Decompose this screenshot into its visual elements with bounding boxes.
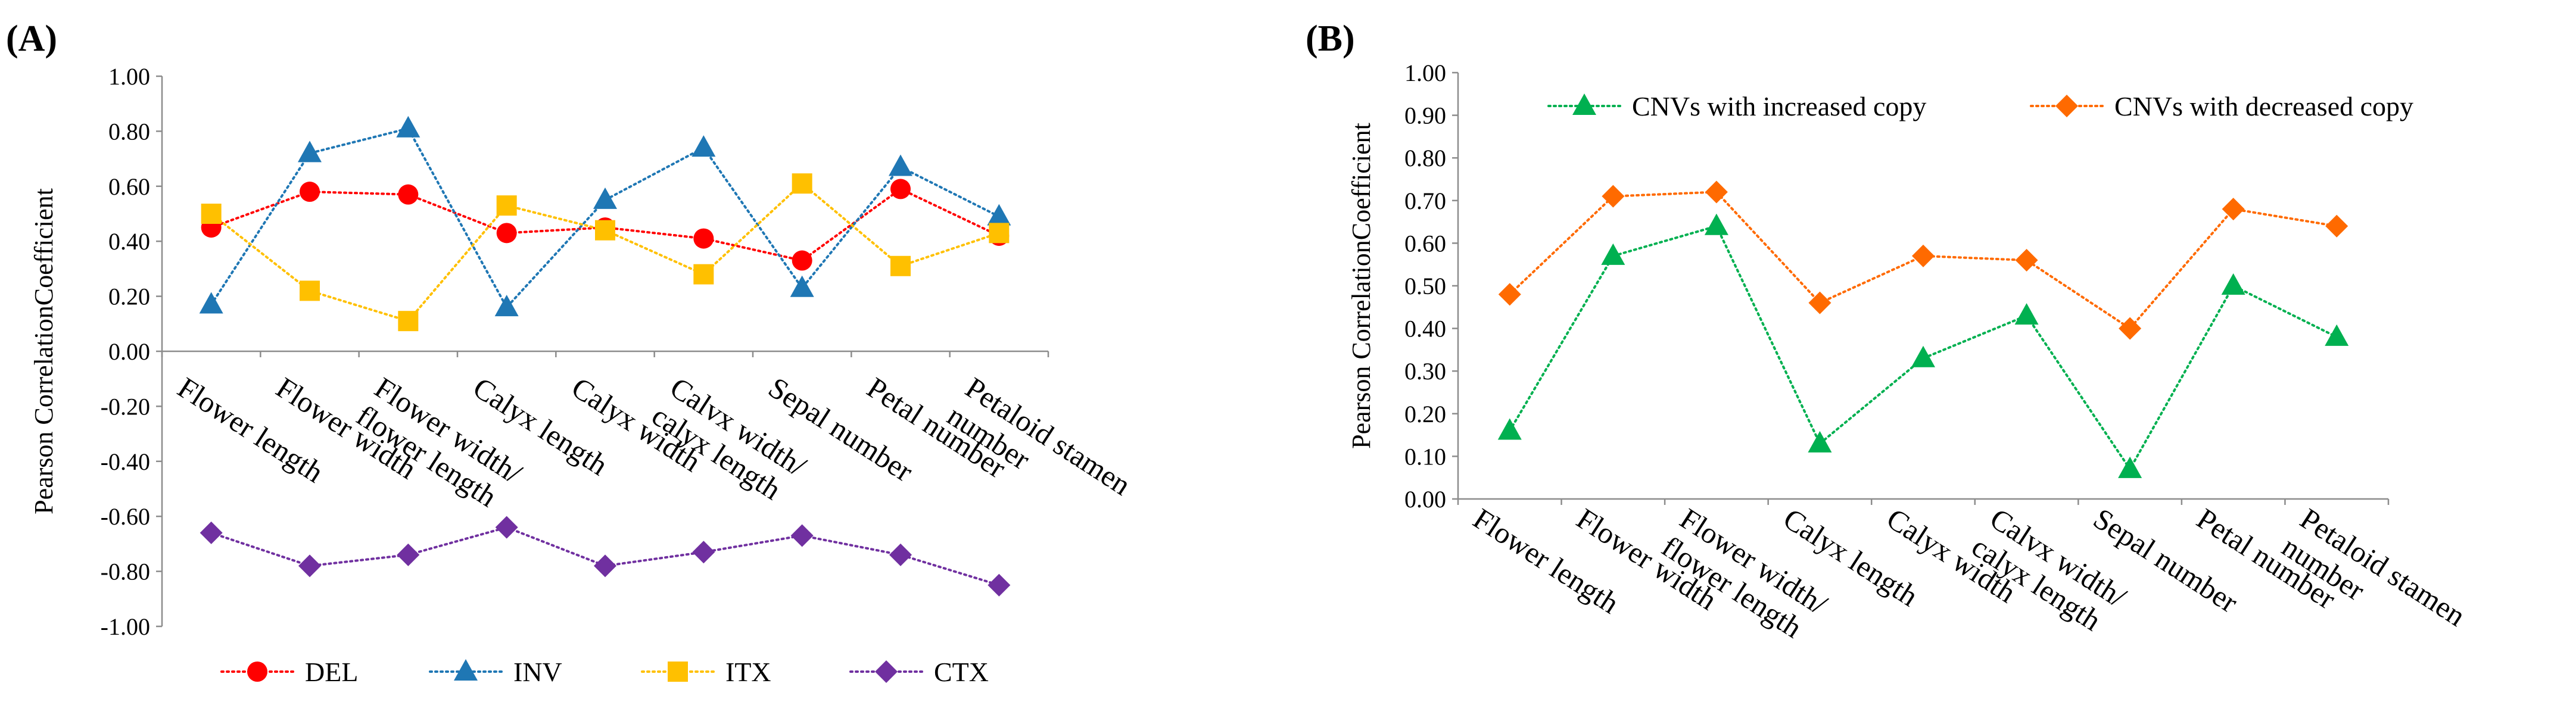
y-tick-label: 0.60 bbox=[108, 173, 150, 200]
data-point bbox=[2119, 317, 2142, 340]
panel-label: (B) bbox=[1306, 18, 1355, 59]
legend-label: CTX bbox=[934, 657, 989, 687]
data-point bbox=[2221, 273, 2245, 295]
y-tick-label: 0.80 bbox=[1404, 145, 1446, 171]
data-point bbox=[496, 223, 517, 244]
data-point bbox=[1912, 244, 1935, 267]
data-point bbox=[593, 187, 617, 209]
data-point bbox=[2325, 324, 2349, 346]
y-tick-label: 0.20 bbox=[108, 283, 150, 310]
legend-marker bbox=[2055, 95, 2078, 117]
y-tick-label: 0.60 bbox=[1404, 230, 1446, 257]
y-tick-label: 0.00 bbox=[108, 338, 150, 365]
data-point bbox=[989, 223, 1010, 244]
legend-label: CNVs with increased copy bbox=[1632, 91, 1926, 121]
data-point bbox=[2325, 214, 2348, 238]
legend-marker bbox=[247, 662, 267, 682]
y-tick-label: 0.80 bbox=[108, 118, 150, 145]
legend-label: DEL bbox=[305, 657, 358, 687]
data-point bbox=[889, 543, 912, 566]
y-tick-label: -0.60 bbox=[101, 503, 150, 530]
data-point bbox=[889, 154, 912, 176]
legend-label: ITX bbox=[725, 657, 771, 687]
y-tick-label: 1.00 bbox=[1404, 60, 1446, 86]
data-point bbox=[495, 516, 518, 539]
data-point bbox=[200, 521, 223, 544]
data-point bbox=[398, 311, 419, 332]
y-axis-title: Pearson CorrelationCoefficient bbox=[29, 188, 58, 514]
y-tick-label: 0.90 bbox=[1404, 102, 1446, 129]
data-point bbox=[199, 292, 223, 314]
data-point bbox=[1704, 213, 1728, 235]
y-tick-label: 0.10 bbox=[1404, 443, 1446, 470]
y-tick-label: -0.40 bbox=[101, 448, 150, 475]
data-point bbox=[988, 573, 1011, 597]
y-tick-label: 0.70 bbox=[1404, 188, 1446, 214]
data-point bbox=[2014, 303, 2039, 325]
data-point bbox=[691, 135, 716, 157]
data-point bbox=[792, 250, 812, 271]
data-point bbox=[790, 275, 814, 297]
data-point bbox=[398, 184, 419, 205]
data-point bbox=[693, 264, 714, 285]
legend-label: INV bbox=[513, 657, 562, 687]
series-line-ctx bbox=[210, 526, 1001, 586]
y-tick-label: 0.00 bbox=[1404, 486, 1446, 513]
data-point bbox=[792, 173, 812, 194]
data-point bbox=[1602, 185, 1625, 208]
data-point bbox=[2118, 456, 2142, 478]
data-point bbox=[594, 554, 616, 578]
data-point bbox=[300, 182, 320, 202]
data-point bbox=[1601, 243, 1625, 265]
data-point bbox=[1808, 430, 1832, 453]
y-axis-title: Pearson CorrelationCoefficient bbox=[1347, 123, 1376, 449]
data-point bbox=[298, 141, 322, 163]
data-point bbox=[397, 543, 420, 566]
y-tick-label: 0.50 bbox=[1404, 273, 1446, 299]
data-point bbox=[1497, 418, 1522, 440]
data-point bbox=[496, 195, 517, 216]
data-point bbox=[1808, 291, 1831, 314]
data-point bbox=[1498, 283, 1521, 306]
data-point bbox=[396, 116, 420, 138]
legend-marker bbox=[1572, 93, 1596, 115]
data-point bbox=[1705, 180, 1728, 204]
y-tick-label: -1.00 bbox=[101, 613, 150, 640]
data-point bbox=[693, 228, 714, 249]
panel-label: (A) bbox=[6, 18, 57, 59]
y-tick-label: -0.20 bbox=[101, 393, 150, 420]
data-point bbox=[201, 204, 222, 224]
legend-marker bbox=[454, 659, 478, 681]
legend-marker bbox=[668, 662, 688, 682]
data-point bbox=[790, 524, 814, 547]
data-point bbox=[300, 280, 320, 301]
data-point bbox=[298, 554, 321, 578]
legend-label: CNVs with decreased copy bbox=[2114, 91, 2413, 121]
y-tick-label: 0.40 bbox=[1404, 316, 1446, 342]
data-point bbox=[1911, 345, 1935, 367]
y-tick-label: 0.40 bbox=[108, 228, 150, 255]
data-point bbox=[890, 179, 911, 199]
y-tick-label: 1.00 bbox=[108, 63, 150, 90]
y-tick-label: 0.30 bbox=[1404, 358, 1446, 385]
data-point bbox=[987, 204, 1011, 226]
data-point bbox=[2222, 198, 2245, 221]
data-point bbox=[494, 295, 519, 317]
y-tick-label: -0.80 bbox=[101, 559, 150, 585]
data-point bbox=[692, 541, 715, 564]
data-point bbox=[890, 255, 911, 276]
y-tick-label: 0.20 bbox=[1404, 401, 1446, 428]
legend-marker bbox=[875, 660, 898, 683]
data-point bbox=[2015, 249, 2038, 272]
data-point bbox=[595, 220, 615, 241]
